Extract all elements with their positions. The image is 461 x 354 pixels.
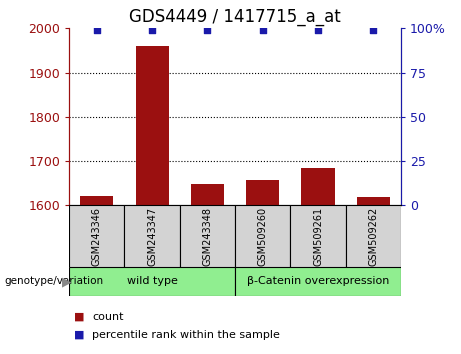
- Bar: [136, 46, 169, 205]
- Bar: [80, 195, 113, 205]
- Text: ▶: ▶: [62, 275, 72, 288]
- Text: wild type: wild type: [127, 276, 177, 286]
- Text: GSM509262: GSM509262: [368, 207, 378, 266]
- Bar: [235, 205, 290, 267]
- Point: [314, 27, 322, 33]
- Text: genotype/variation: genotype/variation: [5, 276, 104, 286]
- Bar: [346, 205, 401, 267]
- Text: β-Catenin overexpression: β-Catenin overexpression: [247, 276, 389, 286]
- Text: GSM509261: GSM509261: [313, 207, 323, 266]
- Bar: [246, 179, 279, 205]
- Title: GDS4449 / 1417715_a_at: GDS4449 / 1417715_a_at: [129, 8, 341, 25]
- Bar: [191, 184, 224, 205]
- Bar: [290, 205, 346, 267]
- Text: GSM243348: GSM243348: [202, 207, 213, 266]
- Text: count: count: [92, 312, 124, 322]
- Text: GSM243346: GSM243346: [92, 207, 102, 266]
- Text: GSM243347: GSM243347: [147, 207, 157, 266]
- Point: [370, 27, 377, 33]
- Point: [259, 27, 266, 33]
- Text: ■: ■: [74, 330, 84, 339]
- Bar: [235, 267, 401, 296]
- Bar: [357, 197, 390, 205]
- Bar: [180, 205, 235, 267]
- Bar: [301, 168, 335, 205]
- Bar: [69, 267, 235, 296]
- Bar: [124, 205, 180, 267]
- Text: percentile rank within the sample: percentile rank within the sample: [92, 330, 280, 339]
- Text: GSM509260: GSM509260: [258, 207, 268, 266]
- Text: ■: ■: [74, 312, 84, 322]
- Bar: [69, 205, 124, 267]
- Point: [93, 27, 100, 33]
- Point: [148, 27, 156, 33]
- Point: [204, 27, 211, 33]
